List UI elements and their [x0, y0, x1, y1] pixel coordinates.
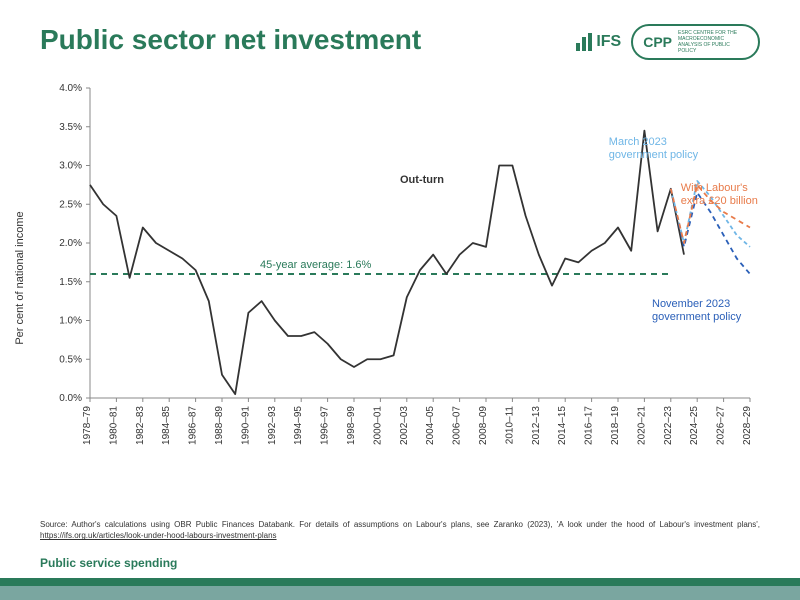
svg-text:1984–85: 1984–85: [161, 406, 172, 445]
svg-text:2004–05: 2004–05: [425, 406, 436, 445]
svg-text:1992–93: 1992–93: [267, 406, 278, 445]
svg-text:2.5%: 2.5%: [59, 199, 82, 210]
svg-text:4.0%: 4.0%: [59, 83, 82, 94]
svg-text:1986–87: 1986–87: [188, 406, 199, 445]
chart-annotation: March 2023government policy: [609, 136, 698, 161]
svg-text:2020–21: 2020–21: [636, 406, 647, 445]
svg-text:2012–13: 2012–13: [531, 406, 542, 445]
svg-text:45-year average: 1.6%: 45-year average: 1.6%: [260, 259, 372, 271]
svg-text:1.5%: 1.5%: [59, 277, 82, 288]
cpp-logo: CPP ESRC CENTRE FOR THE MACROECONOMIC AN…: [631, 24, 760, 60]
svg-text:1988–89: 1988–89: [214, 406, 225, 445]
svg-text:2010–11: 2010–11: [504, 406, 515, 445]
ifs-text: IFS: [596, 33, 621, 51]
slide: Public sector net investment IFS CPP ESR…: [0, 0, 800, 600]
logo-group: IFS CPP ESRC CENTRE FOR THE MACROECONOMI…: [576, 24, 760, 60]
source-text: Source: Author's calculations using OBR …: [40, 520, 760, 529]
svg-text:2016–17: 2016–17: [584, 406, 595, 445]
cpp-abbr: CPP: [643, 34, 672, 50]
svg-text:0.5%: 0.5%: [59, 354, 82, 365]
svg-text:2014–15: 2014–15: [557, 406, 568, 445]
ifs-logo: IFS: [576, 33, 621, 51]
ifs-bars-icon: [576, 33, 592, 51]
footer-bar-bot: [0, 586, 800, 600]
svg-text:3.5%: 3.5%: [59, 122, 82, 133]
footer-decoration: [0, 578, 800, 600]
source-note: Source: Author's calculations using OBR …: [40, 520, 760, 542]
y-axis-label: Per cent of national income: [14, 211, 26, 344]
svg-text:2026–27: 2026–27: [716, 406, 727, 445]
chart-area: Per cent of national income 0.0%0.5%1.0%…: [40, 78, 760, 478]
svg-text:2002–03: 2002–03: [399, 406, 410, 445]
source-link[interactable]: https://ifs.org.uk/articles/look-under-h…: [40, 531, 277, 540]
svg-text:2022–23: 2022–23: [663, 406, 674, 445]
footer-section-label: Public service spending: [40, 556, 177, 570]
page-title: Public sector net investment: [40, 24, 421, 56]
svg-text:2006–07: 2006–07: [452, 406, 463, 445]
svg-text:1978–79: 1978–79: [82, 406, 93, 445]
svg-text:2008–09: 2008–09: [478, 406, 489, 445]
svg-text:3.0%: 3.0%: [59, 161, 82, 172]
svg-text:2024–25: 2024–25: [689, 406, 700, 445]
svg-text:1994–95: 1994–95: [293, 406, 304, 445]
svg-text:2018–19: 2018–19: [610, 406, 621, 445]
svg-text:1996–97: 1996–97: [320, 406, 331, 445]
svg-text:2.0%: 2.0%: [59, 238, 82, 249]
cpp-full: ESRC CENTRE FOR THE MACROECONOMIC ANALYS…: [678, 30, 748, 54]
svg-text:1980–81: 1980–81: [108, 406, 119, 445]
header: Public sector net investment IFS CPP ESR…: [40, 24, 760, 60]
svg-text:1998–99: 1998–99: [346, 406, 357, 445]
svg-text:0.0%: 0.0%: [59, 393, 82, 404]
chart-annotation: November 2023government policy: [652, 298, 741, 323]
chart-annotation: With Labour'sextra £20 billion: [681, 182, 758, 207]
svg-text:1990–91: 1990–91: [240, 406, 251, 445]
footer-bar-top: [0, 578, 800, 586]
svg-text:1.0%: 1.0%: [59, 316, 82, 327]
svg-text:2028–29: 2028–29: [742, 406, 753, 445]
svg-text:2000–01: 2000–01: [372, 406, 383, 445]
chart-annotation: Out-turn: [400, 174, 444, 187]
svg-text:1982–83: 1982–83: [135, 406, 146, 445]
